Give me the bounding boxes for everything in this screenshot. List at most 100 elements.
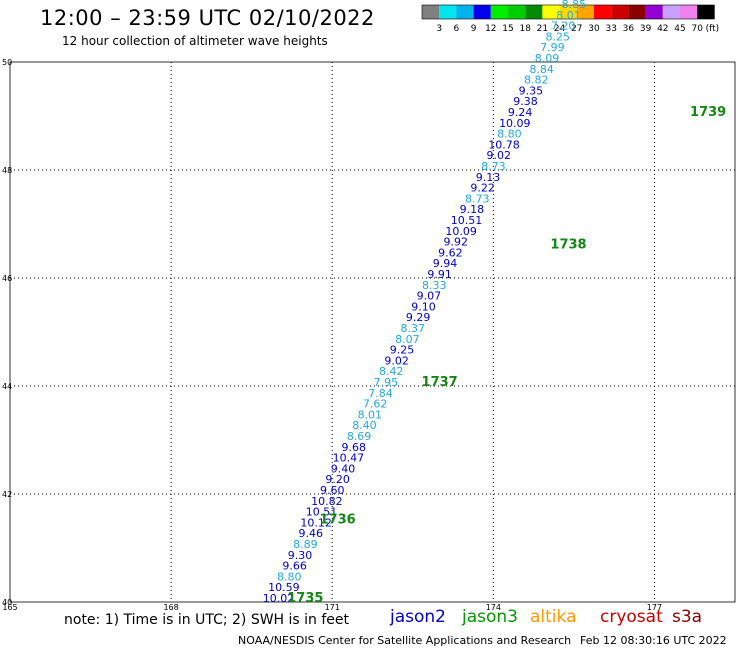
scale-swatch <box>508 5 526 19</box>
scale-label: 42 <box>657 24 668 34</box>
swh-point: 10.12 <box>300 516 332 529</box>
swh-point: 9.91 <box>427 268 452 281</box>
scale-swatch <box>628 5 646 19</box>
swh-point: 8.01 <box>556 9 581 22</box>
scale-label: 12 <box>485 24 496 34</box>
swh-point: 7.84 <box>368 387 393 400</box>
swh-point: 8.89 <box>293 538 318 551</box>
swh-point: 9.10 <box>411 300 436 313</box>
chart-title: 12:00 – 23:59 UTC 02/10/2022 <box>40 6 375 30</box>
scale-swatch <box>542 5 560 19</box>
swh-point: 9.66 <box>282 560 307 573</box>
swh-point: 9.20 <box>325 473 350 486</box>
scale-label: 27 <box>571 24 582 34</box>
scale-swatch <box>422 5 440 19</box>
swh-point: 9.25 <box>390 344 415 357</box>
swh-point: 10.78 <box>488 138 520 151</box>
swh-point: 8.09 <box>535 52 560 65</box>
scale-swatch <box>697 5 715 19</box>
chart-subtitle: 12 hour collection of altimeter wave hei… <box>62 34 328 48</box>
swh-point: 9.24 <box>508 106 533 119</box>
swh-point: 9.62 <box>438 246 463 259</box>
swh-point: 7.99 <box>540 41 565 54</box>
swh-point: 8.07 <box>395 333 420 346</box>
scale-label: 15 <box>502 24 513 34</box>
scale-label: 70 <box>691 24 703 34</box>
swh-point: 10.02 <box>263 592 295 605</box>
swh-point: 9.92 <box>443 236 468 249</box>
swh-point: 8.82 <box>524 74 549 87</box>
color-scale-legend: 3 6 9 12 15 18 21 24 27 30 33 36 39 42 45 70 (ft) <box>421 4 719 34</box>
scale-label: 33 <box>605 24 616 34</box>
scale-label: 45 <box>674 24 685 34</box>
scale-label: 9 <box>471 24 477 34</box>
pass-number: 1738 <box>550 237 586 252</box>
swh-point: 9.40 <box>331 462 356 475</box>
mission-altika: altika <box>530 607 577 627</box>
swh-point: 10.09 <box>445 225 477 238</box>
y-tick-label: 46 <box>2 274 12 283</box>
swh-point: 8.73 <box>465 192 490 205</box>
swh-point: 9.60 <box>320 484 345 497</box>
scale-swatch <box>645 5 663 19</box>
swh-point: 10.51 <box>306 506 338 519</box>
scale-swatch <box>439 5 457 19</box>
plot-frame <box>9 61 736 603</box>
timestamp: Feb 12 08:30:16 UTC 2022 <box>580 634 727 647</box>
scale-label: 39 <box>640 24 652 34</box>
swh-point: 9.13 <box>476 171 501 184</box>
swh-point: 9.02 <box>486 149 511 162</box>
swh-point: 10.51 <box>451 214 483 227</box>
scale-label: 24 <box>554 24 566 34</box>
x-tick-label: 171 <box>325 603 340 612</box>
swh-point: 8.80 <box>497 128 522 141</box>
swh-point: 9.68 <box>341 441 366 454</box>
y-tick-label: 48 <box>2 166 12 175</box>
swh-point: 8.37 <box>401 322 426 335</box>
swh-point: 8.42 <box>379 365 404 378</box>
swh-point: 9.38 <box>513 95 538 108</box>
swh-point: 8.85 <box>562 0 587 11</box>
swh-point: 10.09 <box>499 117 531 130</box>
swh-point: 8.01 <box>358 408 383 421</box>
x-tick-label: 174 <box>486 603 501 612</box>
pass-number: 1737 <box>422 375 458 390</box>
scale-label: 30 <box>588 24 600 34</box>
swh-point: 8.69 <box>347 430 372 443</box>
mission-jason2: jason2 <box>390 607 446 627</box>
swh-point: 9.46 <box>298 527 323 540</box>
swh-point: 10.47 <box>333 452 365 465</box>
scale-swatch <box>525 5 543 19</box>
scale-swatch <box>680 5 698 19</box>
swh-point: 8.80 <box>277 570 302 583</box>
swh-point: 9.30 <box>288 549 313 562</box>
scale-label: 6 <box>454 24 460 34</box>
swh-point: 9.94 <box>433 257 458 270</box>
scale-swatch <box>456 5 474 19</box>
swh-point: 9.29 <box>406 311 431 324</box>
scale-label: 21 <box>537 24 548 34</box>
swh-point: 9.07 <box>417 290 442 303</box>
scale-swatch <box>594 5 612 19</box>
y-tick-label: 44 <box>2 382 12 391</box>
swh-point: 7.62 <box>363 398 388 411</box>
scale-swatch <box>662 5 680 19</box>
x-tick-label: 177 <box>647 603 662 612</box>
swh-point: 8.33 <box>422 279 447 292</box>
x-tick-label: 168 <box>163 603 178 612</box>
pass-number: 1736 <box>319 513 355 528</box>
swh-point: 7.95 <box>374 376 399 389</box>
swh-point: 8.25 <box>546 30 571 43</box>
swh-point: 9.35 <box>519 84 544 97</box>
swh-point: 9.22 <box>470 182 495 195</box>
scale-swatch <box>576 5 594 19</box>
swh-point: 8.73 <box>481 160 506 173</box>
swh-point: 8.40 <box>352 419 377 432</box>
swh-point: 8.84 <box>529 63 554 76</box>
y-tick-label: 50 <box>2 58 12 67</box>
swh-point: 10.59 <box>268 581 300 594</box>
x-tick-label: 165 <box>2 603 17 612</box>
mission-cryosat: cryosat <box>600 607 663 627</box>
swh-point: 9.02 <box>384 354 409 367</box>
